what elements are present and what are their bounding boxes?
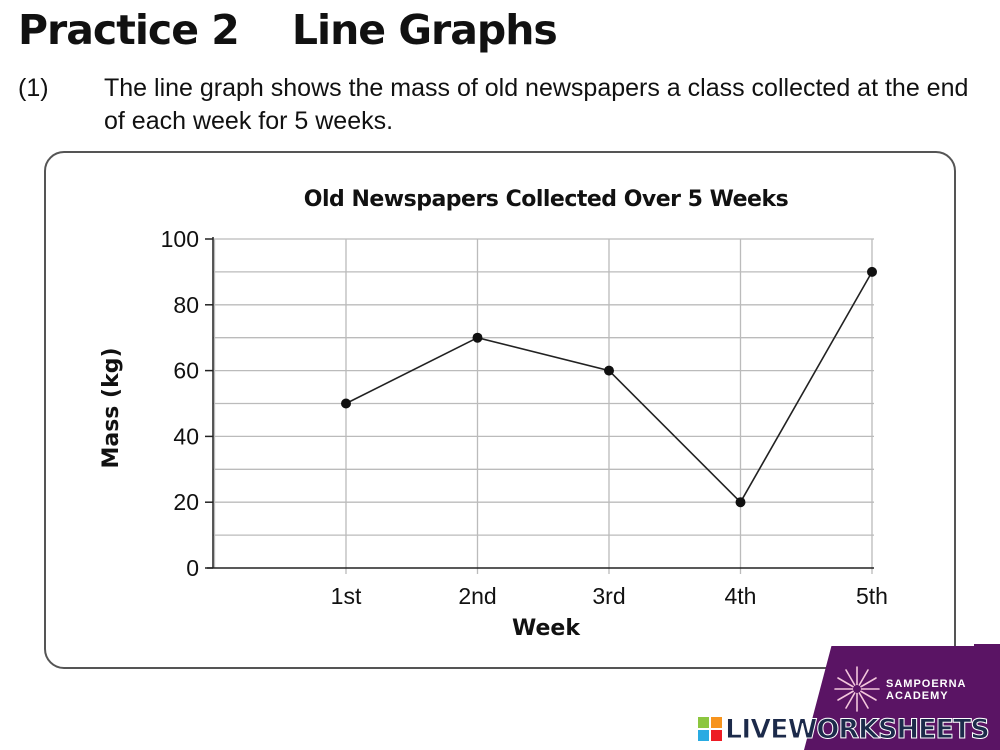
- page-title: Practice 2 Line Graphs: [18, 6, 558, 54]
- starburst-icon: [834, 666, 880, 712]
- y-tick-label: 0: [186, 555, 199, 581]
- line-chart: 0 20 40 60 80 100 1st 2nd 3rd 4th 5th Old Newspaper…: [99, 187, 888, 641]
- academy-logo: SAMPOERNA ACADEMY: [832, 664, 982, 724]
- brand-bar-tab: [974, 644, 1000, 660]
- x-tick-label: 1st: [331, 583, 362, 609]
- data-point: [867, 266, 877, 277]
- question-text: The line graph shows the mass of old new…: [104, 74, 969, 135]
- x-tick-label: 3rd: [592, 583, 625, 609]
- data-point: [341, 398, 351, 409]
- brand-bar: [804, 646, 1000, 750]
- x-tick-label: 2nd: [458, 583, 496, 609]
- y-axis-label: Mass (kg): [99, 347, 124, 468]
- academy-name: SAMPOERNA ACADEMY: [886, 678, 967, 702]
- y-tick-label: 60: [173, 358, 199, 384]
- chart-title: Old Newspapers Collected Over 5 Weeks: [304, 187, 789, 212]
- data-point: [604, 365, 614, 376]
- chart-frame: 0 20 40 60 80 100 1st 2nd 3rd 4th 5th Old Newspaper…: [44, 151, 956, 669]
- x-axis-label: Week: [512, 616, 581, 641]
- x-tick-label: 4th: [725, 583, 757, 609]
- liveworksheets-logo-icon: [698, 717, 722, 741]
- watermark: LIVEWORKSHEETS: [698, 713, 991, 745]
- watermark-text: LIVEWORKSHEETS: [725, 713, 991, 745]
- y-tick-label: 40: [173, 423, 199, 449]
- question-number: (1): [18, 74, 49, 102]
- x-tick-label: 5th: [856, 583, 888, 609]
- y-tick-label: 100: [161, 226, 199, 252]
- data-point: [472, 332, 483, 343]
- data-point: [735, 497, 746, 508]
- y-tick-label: 20: [173, 489, 199, 515]
- y-tick-label: 80: [173, 292, 199, 318]
